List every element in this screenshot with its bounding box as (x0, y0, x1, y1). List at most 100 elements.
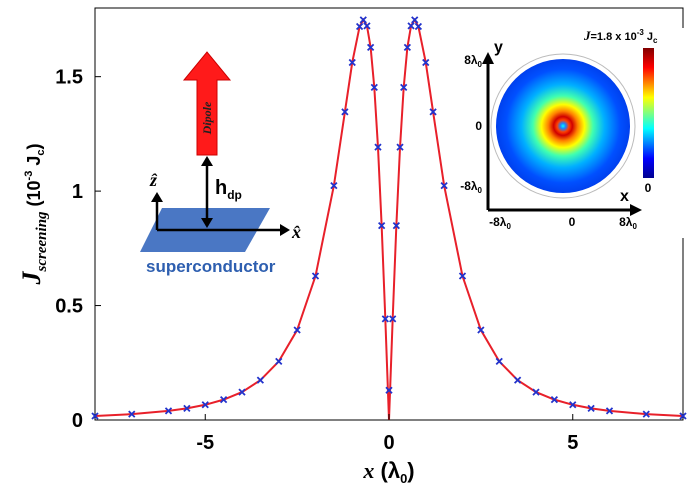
marker (642, 410, 650, 418)
marker (550, 396, 559, 404)
x-title-sub: 0 (400, 471, 407, 486)
x-title-open: (λ (374, 458, 400, 483)
marker (256, 376, 265, 384)
marker (587, 404, 595, 412)
inset-y-tick-sub: 0 (478, 186, 483, 195)
y-axis-title: Jscreening (10-3 Jc) (17, 144, 50, 286)
plate-label: superconductor (146, 257, 276, 276)
marker (238, 388, 246, 396)
y-title-unit: J (24, 156, 44, 171)
marker (495, 357, 503, 366)
x-tick-label: -5 (196, 432, 214, 454)
marker (366, 43, 375, 52)
x-tick-label: 0 (383, 432, 394, 454)
marker (513, 376, 522, 384)
inset-y-tick-main: -8λ (460, 179, 478, 193)
height-sub: dp (227, 188, 242, 202)
y-title-unitsub: c (35, 150, 47, 156)
height-arrow-down (201, 218, 213, 228)
z-label: ẑ (149, 170, 158, 190)
z-arrowhead (151, 192, 163, 202)
x-title-close: ) (407, 458, 414, 483)
colorbar (643, 48, 654, 178)
inset-y-tick-main: 8λ (464, 53, 478, 67)
marker (219, 396, 228, 404)
marker (403, 43, 412, 52)
y-tick-label: 1 (72, 181, 83, 203)
marker (91, 412, 99, 420)
inset-y-tick: 8λ0 (464, 53, 482, 69)
dipole-arrow (182, 51, 232, 156)
colorbar-min: 0 (645, 181, 652, 195)
inset-title: J=1.8 x 10-3 Jc (583, 28, 658, 45)
x-axis-title: x (λ0) (362, 458, 414, 486)
marker (330, 181, 338, 190)
y-title-close: ) (24, 144, 44, 150)
x-label: x̂ (291, 222, 301, 242)
inset-y-label: y (494, 39, 503, 56)
inset-y-tick: 0 (475, 119, 482, 133)
marker (381, 315, 389, 323)
marker (183, 404, 191, 412)
marker (311, 272, 320, 280)
marker (348, 58, 356, 67)
inset-x-tick-sub: 0 (632, 222, 637, 231)
marker (341, 108, 349, 116)
inset-y-tick: -8λ0 (460, 179, 482, 195)
y-tick-label: 0 (72, 410, 83, 432)
marker (128, 410, 136, 418)
dipole-label: Dipole (200, 101, 214, 135)
polar-map (496, 59, 630, 193)
marker (605, 407, 614, 415)
inset-y-head (482, 52, 494, 64)
inset-x-tick-main: 8λ (619, 215, 633, 229)
marker (201, 401, 209, 409)
height-label: hdp (215, 177, 242, 202)
marker (355, 22, 364, 31)
inset-title-eq: =1.8 x 10 (591, 31, 637, 43)
y-title-open: (10 (24, 180, 44, 211)
marker (440, 181, 448, 190)
height-arrow-up (201, 156, 213, 166)
height-main: h (215, 177, 227, 199)
y-tick-label: 1.5 (55, 67, 83, 89)
inset-x-tick: -8λ0 (489, 215, 511, 231)
inset-x-tick: 8λ0 (619, 215, 637, 231)
x-tick-label: 5 (567, 432, 578, 454)
marker (389, 315, 397, 323)
y-title-sup: -3 (23, 171, 35, 181)
marker (407, 22, 415, 30)
marker (378, 222, 386, 230)
inset-x-tick: 0 (569, 215, 576, 229)
inset-title-unitsub: c (653, 36, 658, 45)
marker (411, 16, 419, 24)
inset-title-sup: -3 (637, 28, 645, 37)
marker (275, 357, 283, 366)
x-arrowhead (280, 224, 290, 236)
x-title-main: x (362, 458, 374, 483)
marker (363, 22, 371, 30)
inset-x-label: x (620, 188, 629, 205)
marker (477, 326, 485, 334)
inset-x-tick-sub: 0 (506, 222, 511, 231)
inset-y-tick-main: 0 (475, 119, 482, 133)
inset-x-tick-main: -8λ (489, 215, 507, 229)
marker (392, 222, 400, 230)
marker (374, 143, 382, 151)
marker (370, 83, 378, 92)
marker (396, 143, 404, 151)
marker (400, 83, 408, 92)
marker (385, 386, 393, 394)
y-tick-label: 0.5 (55, 296, 83, 318)
marker (293, 326, 301, 334)
dipole-diagram: Dipole hdp ẑ x̂ superconductor (140, 51, 301, 276)
marker (569, 401, 577, 409)
inset-x-head (630, 204, 642, 216)
y-title-sub: screening (34, 211, 50, 273)
marker (429, 108, 437, 116)
marker (359, 16, 367, 24)
inset-title-unit: J (644, 31, 653, 43)
